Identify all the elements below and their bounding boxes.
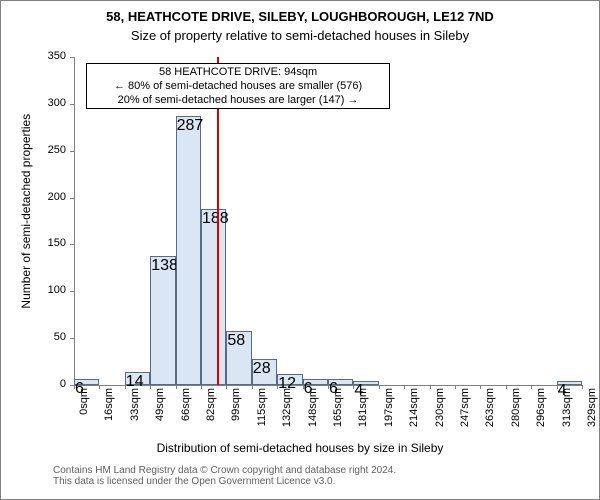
x-tick-label: 214sqm: [408, 388, 420, 434]
x-tick-label: 132sqm: [281, 388, 293, 434]
x-tick-label: 33sqm: [129, 388, 141, 434]
x-tick-mark: [430, 385, 431, 389]
x-tick-mark: [99, 385, 100, 389]
histogram-bar: 28: [252, 359, 277, 385]
y-tick-mark: [70, 151, 74, 152]
histogram-bar: 138: [150, 256, 175, 385]
x-tick-label: 82sqm: [205, 388, 217, 434]
y-axis-label: Number of semi-detached properties: [19, 96, 33, 326]
histogram-bar: 6: [328, 379, 353, 385]
chart-title-address: 58, HEATHCOTE DRIVE, SILEBY, LOUGHBOROUG…: [1, 9, 599, 24]
y-tick-label: 350: [34, 50, 66, 62]
annotation-box: 58 HEATHCOTE DRIVE: 94sqm← 80% of semi-d…: [86, 63, 391, 109]
x-tick-label: 115sqm: [256, 388, 268, 434]
histogram-bar: 287: [176, 116, 201, 385]
histogram-bar: 6: [74, 379, 99, 385]
x-tick-mark: [201, 385, 202, 389]
y-tick-mark: [70, 291, 74, 292]
y-tick-mark: [70, 57, 74, 58]
chart-subtitle: Size of property relative to semi-detach…: [1, 28, 599, 43]
x-tick-mark: [379, 385, 380, 389]
y-tick-label: 100: [34, 284, 66, 296]
annotation-line2: ← 80% of semi-detached houses are smalle…: [91, 80, 386, 94]
histogram-bar: 4: [353, 381, 378, 385]
histogram-bar: 6: [303, 379, 328, 385]
x-axis-label: Distribution of semi-detached houses by …: [1, 441, 599, 455]
x-tick-mark: [252, 385, 253, 389]
x-tick-label: 280sqm: [510, 388, 522, 434]
x-tick-mark: [404, 385, 405, 389]
x-tick-label: 296sqm: [535, 388, 547, 434]
x-tick-label: 197sqm: [383, 388, 395, 434]
y-axis-line: [74, 57, 75, 385]
annotation-line1: 58 HEATHCOTE DRIVE: 94sqm: [91, 66, 386, 80]
x-tick-label: 263sqm: [484, 388, 496, 434]
y-tick-label: 0: [34, 378, 66, 390]
x-tick-label: 247sqm: [459, 388, 471, 434]
y-tick-label: 50: [34, 331, 66, 343]
x-tick-label: 99sqm: [230, 388, 242, 434]
y-tick-mark: [70, 338, 74, 339]
histogram-bar: 58: [226, 331, 251, 385]
x-tick-mark: [506, 385, 507, 389]
x-tick-label: 329sqm: [586, 388, 598, 434]
x-tick-mark: [150, 385, 151, 389]
x-tick-mark: [480, 385, 481, 389]
x-tick-mark: [531, 385, 532, 389]
x-tick-label: 230sqm: [434, 388, 446, 434]
y-tick-mark: [70, 244, 74, 245]
y-tick-label: 150: [34, 237, 66, 249]
y-tick-label: 200: [34, 191, 66, 203]
x-tick-mark: [226, 385, 227, 389]
x-tick-mark: [455, 385, 456, 389]
x-tick-label: 66sqm: [180, 388, 192, 434]
y-tick-mark: [70, 198, 74, 199]
annotation-line3: 20% of semi-detached houses are larger (…: [91, 94, 386, 108]
x-tick-mark: [176, 385, 177, 389]
histogram-bar: 188: [201, 209, 226, 385]
y-tick-mark: [70, 104, 74, 105]
y-tick-label: 300: [34, 97, 66, 109]
x-tick-label: 49sqm: [154, 388, 166, 434]
y-tick-label: 250: [34, 144, 66, 156]
footnote-text: Contains HM Land Registry data © Crown c…: [53, 465, 396, 487]
histogram-bar: 4: [557, 381, 582, 385]
chart-container: 58, HEATHCOTE DRIVE, SILEBY, LOUGHBOROUG…: [0, 0, 600, 500]
x-tick-label: 16sqm: [103, 388, 115, 434]
x-tick-mark: [582, 385, 583, 389]
histogram-bar: 12: [277, 374, 302, 385]
histogram-bar: 14: [125, 372, 150, 385]
